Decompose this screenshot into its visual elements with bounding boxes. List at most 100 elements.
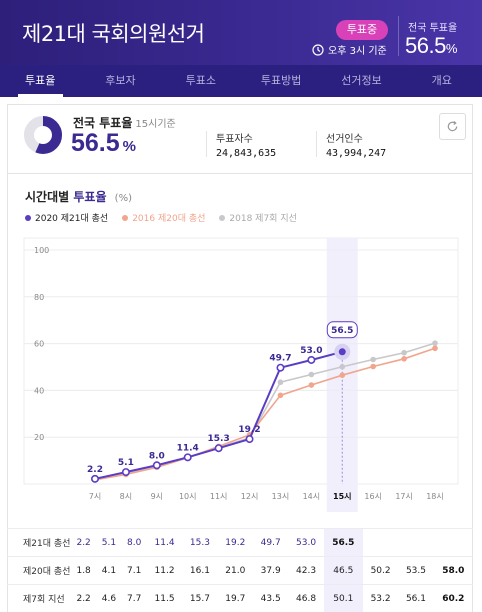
chart-title-highlight: 투표율	[73, 190, 107, 204]
data-point	[339, 363, 346, 370]
row-label: 제7회 지선	[7, 584, 71, 612]
chart-title-prefix: 시간대별	[25, 190, 70, 204]
turnout-donut-icon	[24, 116, 62, 154]
data-point	[214, 444, 223, 453]
table-row: 제21대 총선 2.2 5.1 8.0 11.4 15.3 19.2 49.7 53.0 56.5	[7, 528, 473, 557]
national-turnout-value: 56.5%	[405, 33, 457, 59]
table-cell: 15.7	[182, 584, 218, 612]
chart-legend: 2020 제21대 총선 2016 제20대 총선 2018 제7회 지선	[25, 211, 297, 224]
tab-turnout[interactable]: 투표율	[0, 65, 80, 97]
x-tick-label: 15시	[333, 492, 352, 501]
data-label: 2.2	[87, 465, 103, 475]
data-point	[277, 379, 284, 386]
tab-voting-method[interactable]: 투표방법	[260, 74, 302, 87]
page-title: 제21대 국회의원선거	[22, 22, 205, 46]
data-label: 19.2	[238, 425, 260, 435]
table-cell: 53.5	[398, 556, 434, 585]
y-tick-label: 40	[34, 386, 44, 395]
legend-label: 2018 제7회 지선	[229, 214, 297, 224]
table-row: 제7회 지선 2.2 4.6 7.7 11.5 15.7 19.7 43.5 46.8 50.1 5…	[7, 584, 473, 612]
x-tick-label: 11시	[210, 492, 228, 501]
row-label: 제21대 총선	[7, 528, 71, 557]
x-tick-label: 14시	[303, 492, 321, 501]
data-label: 53.0	[300, 346, 322, 356]
legend-item-2018[interactable]: 2018 제7회 지선	[219, 211, 297, 224]
data-point	[308, 371, 315, 378]
tab-election-info[interactable]: 선거정보	[341, 74, 382, 87]
y-tick-label: 80	[34, 293, 44, 302]
y-tick-label: 60	[34, 340, 44, 349]
x-tick-label: 12시	[241, 492, 259, 501]
data-point	[432, 345, 438, 352]
x-tick-label: 17시	[395, 492, 413, 501]
data-point	[307, 355, 316, 364]
chart-title: 시간대별 투표율 (%)	[25, 188, 132, 205]
electors-label: 선거인수	[326, 134, 363, 145]
table-cell: 16.1	[182, 556, 218, 585]
current-point	[338, 348, 346, 356]
data-label: 5.1	[118, 458, 134, 468]
y-tick-label: 100	[34, 246, 49, 255]
legend-item-2020[interactable]: 2020 제21대 총선	[25, 211, 108, 224]
data-point	[152, 461, 161, 470]
table-cell: 8.0	[121, 528, 147, 557]
legend-label: 2016 제20대 총선	[132, 214, 206, 224]
legend-item-2016[interactable]: 2016 제20대 총선	[122, 211, 205, 224]
time-basis: 오후 3시 기준	[312, 42, 387, 57]
turnout-summary: 전국 투표율 15시기준 56.5% 투표자수 24,843,635 선거인수 4…	[7, 104, 473, 174]
status-badge: 투표중	[336, 20, 388, 40]
data-label: 56.5	[331, 326, 353, 336]
table-cell: 11.5	[146, 584, 183, 612]
data-point	[276, 363, 285, 372]
table-cell: 37.9	[252, 556, 289, 585]
voters-label: 투표자수	[216, 134, 253, 145]
clock-icon	[312, 43, 324, 56]
refresh-button[interactable]	[439, 113, 466, 140]
table-cell: 4.6	[96, 584, 122, 612]
table-cell: 56.1	[398, 584, 434, 612]
table-cell: 56.5	[323, 528, 363, 557]
national-turnout-unit: %	[445, 41, 458, 56]
y-tick-label: 20	[34, 433, 44, 442]
summary-value-unit: %	[122, 138, 137, 155]
table-cell: 53.0	[288, 528, 324, 557]
table-cell: 7.7	[121, 584, 147, 612]
refresh-icon	[447, 120, 458, 132]
data-label: 49.7	[269, 354, 291, 364]
x-tick-label: 8시	[120, 492, 132, 501]
table-cell: 21.0	[217, 556, 253, 585]
time-label: 오후 3시 기준	[328, 46, 387, 57]
table-cell: 46.5	[323, 556, 363, 585]
table-cell	[362, 528, 399, 557]
tab-overview[interactable]: 개요	[431, 74, 452, 87]
legend-dot	[219, 214, 226, 221]
table-cell: 11.4	[146, 528, 183, 557]
table-cell: 2.2	[71, 584, 97, 612]
table-cell: 11.2	[146, 556, 183, 585]
table-cell: 19.2	[217, 528, 253, 557]
voters-value: 24,843,635	[216, 148, 277, 159]
national-turnout-label: 전국 투표율	[408, 23, 458, 34]
table-cell: 43.5	[252, 584, 289, 612]
summary-time: 15시기준	[135, 119, 176, 130]
table-cell: 42.3	[288, 556, 324, 585]
turnout-line-chart: 20 40 60 80 100 7시 8시 9시 10시 11시 12시 13시 14시 15시 16시 17…	[23, 237, 459, 512]
table-cell: 58.0	[433, 556, 473, 585]
table-cell: 46.8	[288, 584, 324, 612]
data-point	[370, 363, 376, 370]
data-point	[370, 356, 376, 363]
data-point	[277, 392, 284, 399]
tab-polling-place[interactable]: 투표소	[185, 74, 216, 87]
chart-title-unit: (%)	[114, 193, 132, 204]
table-cell: 53.2	[362, 584, 399, 612]
table-cell: 50.2	[362, 556, 399, 585]
summary-value-number: 56.5	[71, 129, 120, 157]
data-point	[183, 453, 192, 462]
row-label: 제20대 총선	[7, 556, 71, 585]
summary-label-text: 전국 투표율	[73, 116, 133, 130]
turnout-table: 제21대 총선 2.2 5.1 8.0 11.4 15.3 19.2 49.7 53.0 56.5…	[7, 528, 473, 612]
table-cell	[398, 528, 434, 557]
tab-candidates[interactable]: 후보자	[105, 74, 136, 87]
data-point	[401, 356, 407, 362]
legend-dot	[25, 214, 31, 221]
